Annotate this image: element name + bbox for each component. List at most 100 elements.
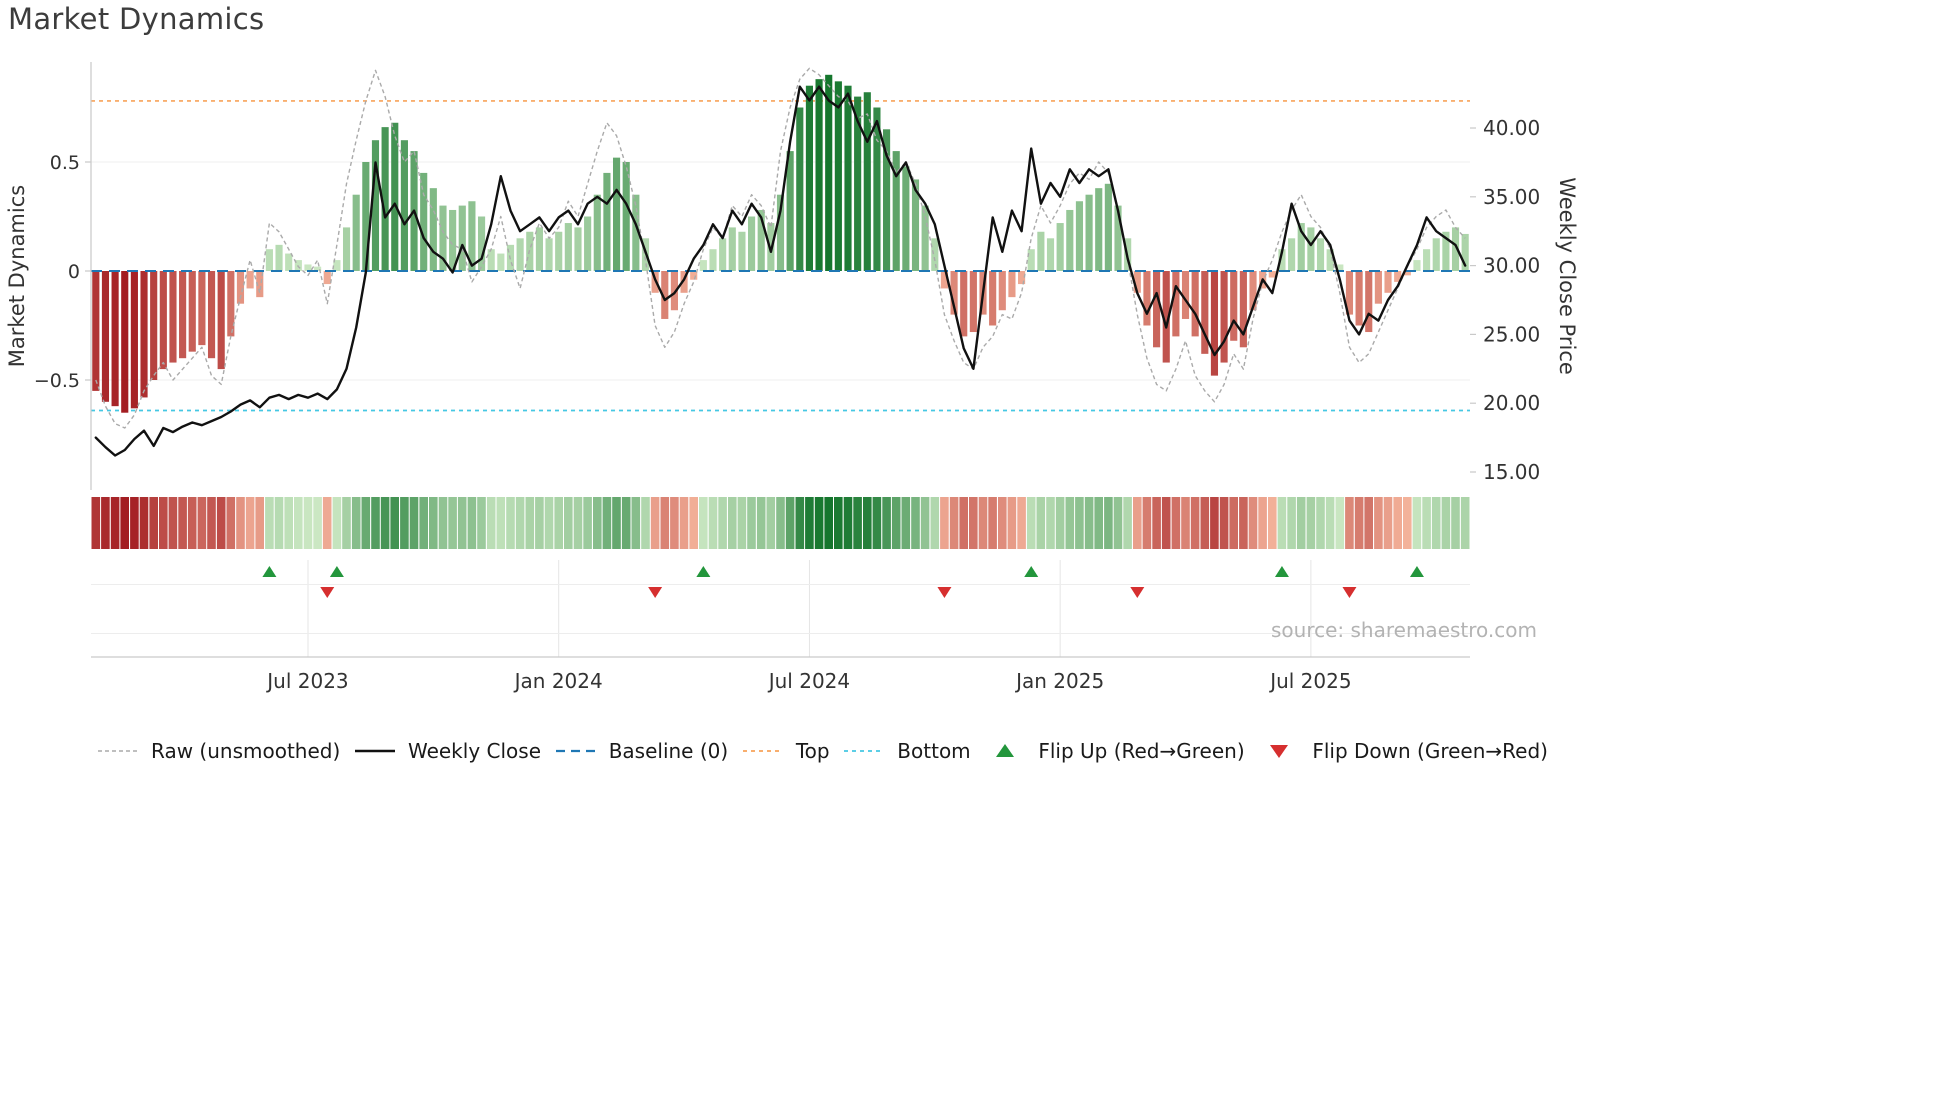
oscillator-bar: [1046, 238, 1055, 271]
oscillator-bar: [989, 271, 997, 326]
oscillator-bar: [699, 260, 707, 271]
heatmap-cell: [477, 497, 486, 549]
heatmap-cell: [390, 497, 399, 549]
oscillator-bar: [931, 238, 939, 271]
legend-label: Flip Up (Red→Green): [1038, 739, 1245, 763]
oscillator-bar: [998, 271, 1006, 311]
oscillator-bar: [391, 122, 399, 271]
oscillator-bar: [207, 271, 216, 359]
oscillator-bar: [1230, 271, 1238, 341]
heatmap-cell: [920, 497, 930, 549]
right-tick-label: 40.00: [1483, 116, 1540, 140]
heatmap-cell: [901, 497, 911, 549]
oscillator-bar: [111, 271, 119, 407]
triangle-down-icon: [1270, 745, 1289, 758]
oscillator-bar: [1374, 271, 1382, 304]
heatmap-cell: [380, 497, 390, 549]
oscillator-bar: [892, 151, 900, 271]
heatmap-cell: [1017, 497, 1026, 549]
oscillator-bar: [256, 271, 264, 298]
heatmap-cell: [1422, 497, 1431, 549]
heatmap-cell: [930, 497, 940, 549]
flip-down-marker: [648, 587, 663, 598]
oscillator-bar: [1153, 271, 1161, 348]
oscillator-bar: [911, 179, 920, 271]
heatmap-cell: [216, 497, 226, 549]
oscillator-bar: [1288, 238, 1296, 271]
heatmap-cell: [149, 497, 158, 549]
legend-label: Weekly Close: [407, 739, 541, 763]
heatmap-cell: [573, 497, 583, 549]
oscillator-bar: [381, 127, 389, 272]
heatmap-cell: [139, 497, 149, 549]
heatmap-cell: [756, 497, 766, 549]
heatmap-cell: [1210, 497, 1219, 549]
heatmap-cell: [1431, 497, 1441, 549]
heatmap-cell: [207, 497, 216, 549]
heatmap-cell: [236, 497, 245, 549]
oscillator-bar: [342, 227, 351, 271]
oscillator-bar: [1181, 271, 1190, 319]
heatmap-cell: [1181, 497, 1190, 549]
heatmap-cell: [448, 497, 457, 549]
left-tick-label: 0.5: [50, 152, 80, 174]
heatmap-cell: [959, 497, 968, 549]
oscillator-bar: [1210, 271, 1219, 376]
oscillator-bar: [101, 271, 110, 402]
legend-item-raw: Raw (unsmoothed): [96, 739, 340, 763]
oscillator-bar: [1249, 271, 1257, 311]
legend-label: Raw (unsmoothed): [151, 739, 341, 763]
heatmap-cell: [1123, 497, 1132, 549]
heatmap-cell: [457, 497, 467, 549]
heatmap-cell: [1075, 497, 1084, 549]
oscillator-bar: [902, 166, 910, 271]
heatmap-cell: [332, 497, 342, 549]
legend-label: Flip Down (Green→Red): [1312, 739, 1548, 763]
heatmap-cell: [1316, 497, 1325, 549]
oscillator-bar: [1056, 223, 1064, 271]
oscillator-bar: [1365, 271, 1373, 333]
heatmap-cell: [650, 497, 660, 549]
oscillator-bar: [130, 271, 138, 409]
triangle-up-icon: [996, 744, 1015, 757]
right-tick-label: 30.00: [1483, 254, 1540, 278]
heatmap-cell: [621, 497, 631, 549]
oscillator-bar: [420, 172, 428, 271]
oscillator-bar: [1413, 260, 1421, 271]
oscillator-bar: [786, 151, 794, 271]
heatmap-cell: [1248, 497, 1258, 549]
heatmap-cell: [197, 497, 207, 549]
heatmap-cell: [708, 497, 718, 549]
oscillator-bar: [834, 81, 842, 271]
heatmap-cell: [409, 497, 419, 549]
legend-label: Bottom: [897, 739, 971, 763]
heatmap-cell: [400, 497, 409, 549]
oscillator-bar: [670, 271, 678, 311]
heatmap-cell: [679, 497, 689, 549]
oscillator-bar: [1104, 183, 1112, 271]
heatmap-cell: [101, 497, 110, 549]
oscillator-bar: [728, 227, 736, 271]
heatmap-cell: [940, 497, 949, 549]
heatmap-cell: [1219, 497, 1229, 549]
flip-up-marker: [1024, 566, 1039, 577]
flip-up-marker: [329, 566, 344, 577]
heatmap-cell: [689, 497, 698, 549]
oscillator-bar: [1172, 271, 1180, 337]
oscillator-bar: [873, 107, 881, 271]
heatmap-cell: [371, 497, 380, 549]
heatmap-cell: [178, 497, 187, 549]
heatmap-cell: [313, 497, 322, 549]
heatmap-cell: [1412, 497, 1422, 549]
x-tick-label: Jul 2025: [1268, 669, 1351, 693]
oscillator-bar: [1075, 201, 1084, 271]
heatmap-cell: [1354, 497, 1364, 549]
heatmap-cell: [506, 497, 515, 549]
oscillator-bar: [314, 266, 322, 271]
heatmap-cell: [496, 497, 506, 549]
oscillator-bar: [304, 264, 312, 271]
legend-item-top: Top: [741, 739, 830, 763]
flip-down-marker: [320, 587, 335, 598]
heatmap-cell: [1374, 497, 1383, 549]
heatmap-cell: [1065, 497, 1075, 549]
